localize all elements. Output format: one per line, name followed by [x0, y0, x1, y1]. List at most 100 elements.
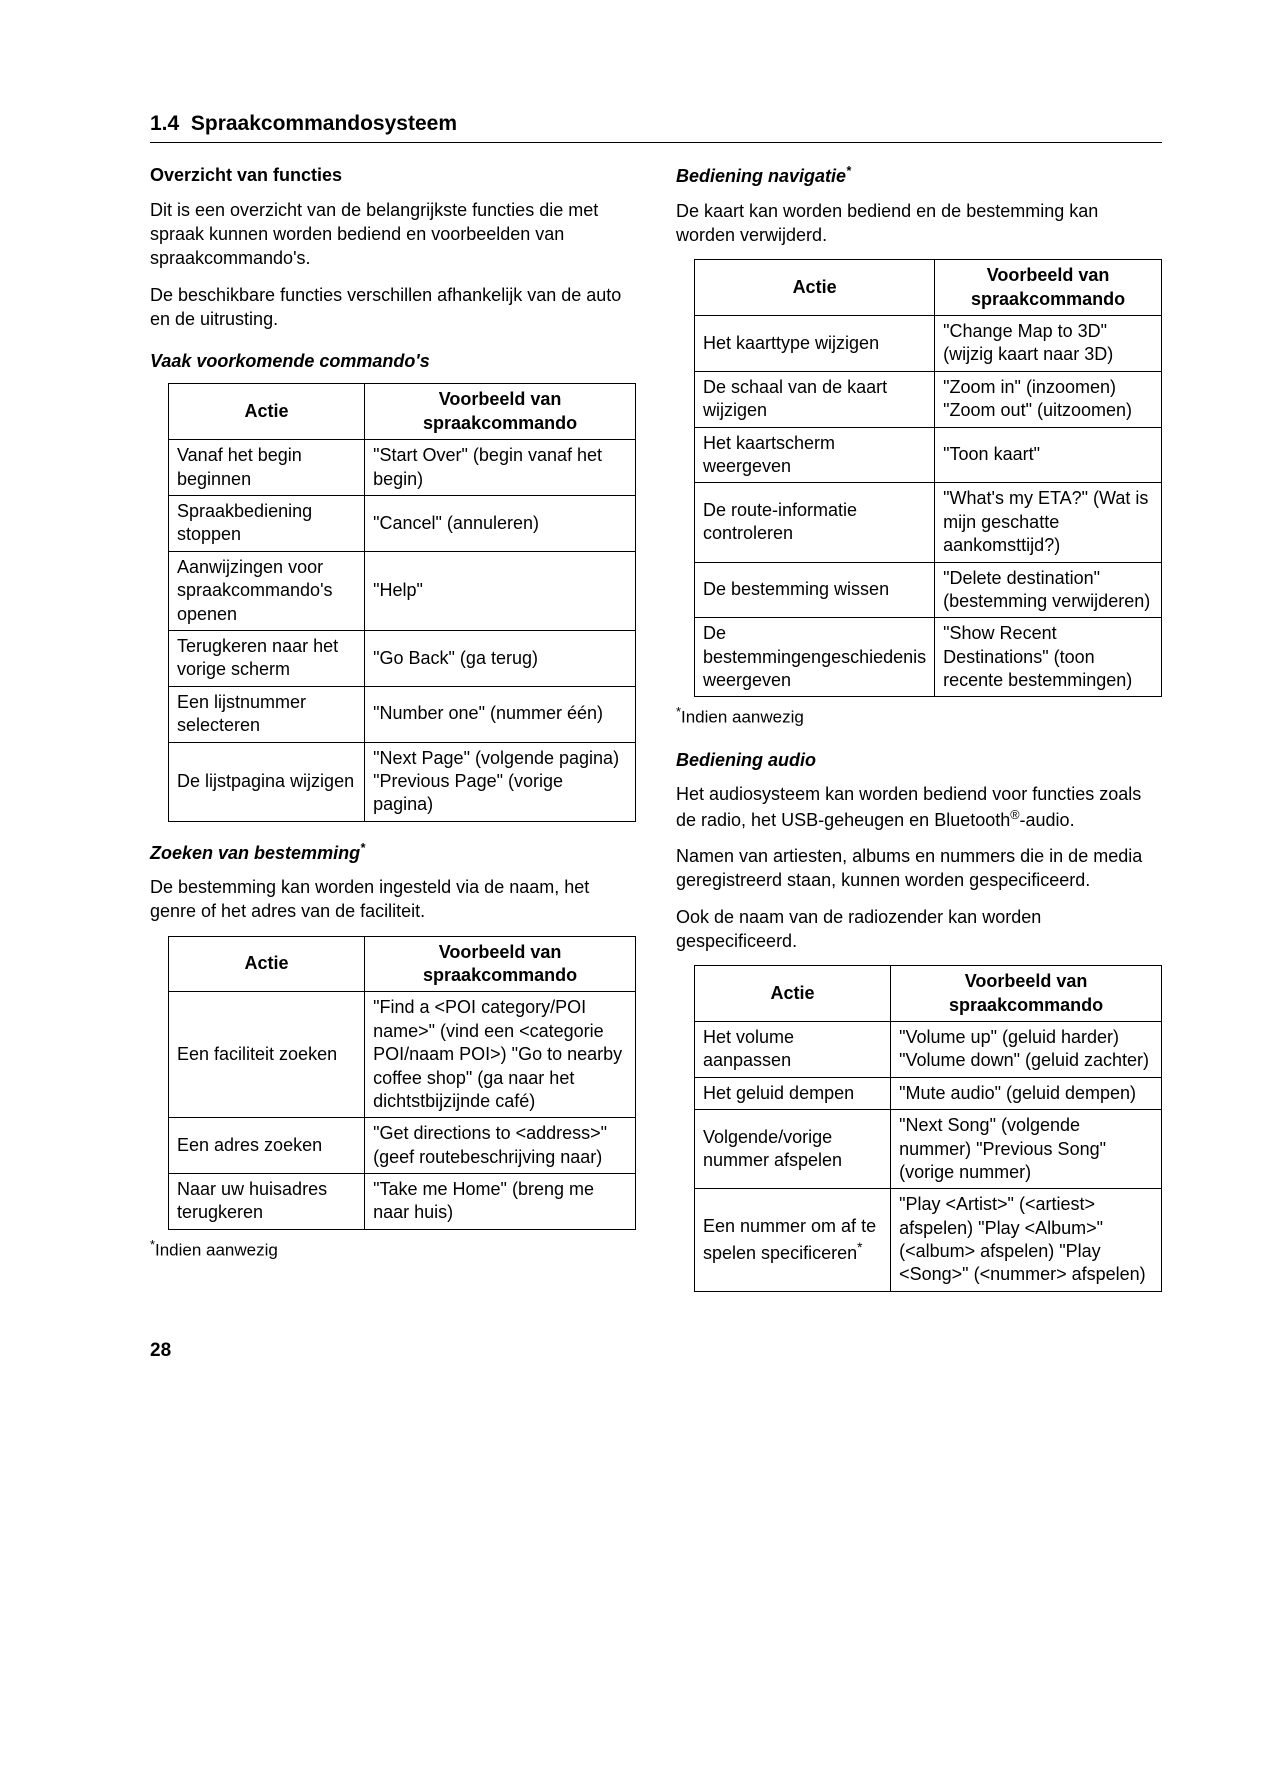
table-cell: Een adres zoeken	[169, 1118, 365, 1174]
table-cell: Een nummer om af te spelen specificeren*	[695, 1189, 891, 1292]
table-row: Aanwijzingen voor spraakcommando's opene…	[169, 551, 636, 630]
table-row: De lijstpagina wijzigen"Next Page" (volg…	[169, 742, 636, 821]
table-audio: Actie Voorbeeld van spraakcommando Het v…	[694, 965, 1162, 1292]
table-cell: "Take me Home" (breng me naar huis)	[365, 1174, 636, 1230]
paragraph: Namen van artiesten, albums en nummers d…	[676, 844, 1162, 893]
table-cell: Volgende/vorige nummer afspelen	[695, 1110, 891, 1189]
table-cell: "Cancel" (annuleren)	[365, 495, 636, 551]
section-title-text: Spraakcommandosysteem	[191, 112, 457, 135]
table-cell: De bestemmingengeschiedenis weergeven	[695, 618, 935, 697]
table-cell: Het kaarttype wijzigen	[695, 316, 935, 372]
table-cell: "Toon kaart"	[935, 427, 1162, 483]
asterisk-icon: *	[360, 841, 365, 855]
table-cell: "Change Map to 3D" (wijzig kaart naar 3D…	[935, 316, 1162, 372]
heading-navigation: Bediening navigatie*	[676, 163, 1162, 188]
paragraph: Het audiosysteem kan worden bediend voor…	[676, 782, 1162, 832]
table-row: Een nummer om af te spelen specificeren*…	[695, 1189, 1162, 1292]
table-row: Het geluid dempen"Mute audio" (geluid de…	[695, 1077, 1162, 1109]
section-heading: 1.4 Spraakcommandosysteem	[150, 110, 1162, 143]
table-search-destination: Actie Voorbeeld van spraakcommando Een f…	[168, 936, 636, 1230]
section-number: 1.4	[150, 112, 179, 135]
table-header-row: Actie Voorbeeld van spraakcommando	[695, 260, 1162, 316]
table-cell: "Number one" (nummer één)	[365, 686, 636, 742]
registered-icon: ®	[1010, 808, 1019, 822]
table-cell: "Next Page" (volgende pagina) "Previous …	[365, 742, 636, 821]
table-row: Terugkeren naar het vorige scherm"Go Bac…	[169, 630, 636, 686]
text: Een nummer om af te spelen specificeren	[703, 1216, 876, 1262]
heading-overview: Overzicht van functies	[150, 163, 636, 187]
heading-search-destination: Zoeken van bestemming*	[150, 840, 636, 865]
left-column: Overzicht van functies Dit is een overzi…	[150, 163, 636, 1298]
table-cell: "Go Back" (ga terug)	[365, 630, 636, 686]
table-row: Het kaarttype wijzigen"Change Map to 3D"…	[695, 316, 1162, 372]
table-cell: "Play <Artist>" (<artiest> afspelen) "Pl…	[891, 1189, 1162, 1292]
table-header-row: Actie Voorbeeld van spraakcommando	[169, 936, 636, 992]
text: -audio.	[1020, 810, 1075, 830]
footnote-text: Indien aanwezig	[155, 1241, 278, 1260]
table-cell: Aanwijzingen voor spraakcommando's opene…	[169, 551, 365, 630]
table-cell: Het volume aanpassen	[695, 1021, 891, 1077]
table-header-row: Actie Voorbeeld van spraakcommando	[695, 966, 1162, 1022]
table-header: Actie	[169, 936, 365, 992]
table-cell: "Find a <POI category/POI name>" (vind e…	[365, 992, 636, 1118]
table-cell: Terugkeren naar het vorige scherm	[169, 630, 365, 686]
asterisk-icon: *	[846, 164, 851, 178]
table-cell: De schaal van de kaart wijzigen	[695, 371, 935, 427]
right-column: Bediening navigatie* De kaart kan worden…	[676, 163, 1162, 1298]
footnote-text: Indien aanwezig	[681, 708, 804, 727]
table-row: Een adres zoeken"Get directions to <addr…	[169, 1118, 636, 1174]
table-cell: "Help"	[365, 551, 636, 630]
table-row: Het volume aanpassen"Volume up" (geluid …	[695, 1021, 1162, 1077]
table-cell: "Mute audio" (geluid dempen)	[891, 1077, 1162, 1109]
table-row: Naar uw huisadres terugkeren"Take me Hom…	[169, 1174, 636, 1230]
table-row: Een faciliteit zoeken"Find a <POI catego…	[169, 992, 636, 1118]
table-cell: "Show Recent Destinations" (toon recente…	[935, 618, 1162, 697]
table-cell: Een faciliteit zoeken	[169, 992, 365, 1118]
heading-text: Bediening navigatie	[676, 166, 846, 186]
asterisk-icon: *	[857, 1240, 862, 1255]
table-cell: De lijstpagina wijzigen	[169, 742, 365, 821]
heading-common-commands: Vaak voorkomende commando's	[150, 349, 636, 373]
table-cell: Spraakbediening stoppen	[169, 495, 365, 551]
heading-text: Zoeken van bestemming	[150, 843, 360, 863]
paragraph: De kaart kan worden bediend en de bestem…	[676, 199, 1162, 248]
table-header: Voorbeeld van spraakcommando	[935, 260, 1162, 316]
table-row: Spraakbediening stoppen"Cancel" (annuler…	[169, 495, 636, 551]
paragraph: De bestemming kan worden ingesteld via d…	[150, 875, 636, 924]
table-header: Actie	[695, 966, 891, 1022]
table-cell: Het geluid dempen	[695, 1077, 891, 1109]
table-cell: Naar uw huisadres terugkeren	[169, 1174, 365, 1230]
table-header: Voorbeeld van spraakcommando	[891, 966, 1162, 1022]
table-cell: De bestemming wissen	[695, 562, 935, 618]
table-row: De schaal van de kaart wijzigen"Zoom in"…	[695, 371, 1162, 427]
page-number: 28	[150, 1338, 1162, 1364]
paragraph: De beschikbare functies verschillen afha…	[150, 283, 636, 332]
two-column-layout: Overzicht van functies Dit is een overzi…	[150, 163, 1162, 1298]
table-cell: Vanaf het begin beginnen	[169, 440, 365, 496]
table-header: Actie	[169, 384, 365, 440]
table-header-row: Actie Voorbeeld van spraakcommando	[169, 384, 636, 440]
table-row: Het kaartscherm weergeven"Toon kaart"	[695, 427, 1162, 483]
table-cell: Een lijstnummer selecteren	[169, 686, 365, 742]
table-cell: Het kaartscherm weergeven	[695, 427, 935, 483]
table-row: Vanaf het begin beginnen"Start Over" (be…	[169, 440, 636, 496]
heading-audio: Bediening audio	[676, 748, 1162, 772]
table-common-commands: Actie Voorbeeld van spraakcommando Vanaf…	[168, 383, 636, 821]
table-row: Een lijstnummer selecteren"Number one" (…	[169, 686, 636, 742]
footnote: *Indien aanwezig	[676, 703, 1162, 730]
paragraph: Ook de naam van de radiozender kan worde…	[676, 905, 1162, 954]
table-cell: "Delete destination" (bestemming verwijd…	[935, 562, 1162, 618]
table-row: De bestemming wissen"Delete destination"…	[695, 562, 1162, 618]
table-row: Volgende/vorige nummer afspelen"Next Son…	[695, 1110, 1162, 1189]
table-cell: "Next Song" (volgende nummer) "Previous …	[891, 1110, 1162, 1189]
table-row: De route-informatie controleren"What's m…	[695, 483, 1162, 562]
paragraph: Dit is een overzicht van de belangrijkst…	[150, 198, 636, 271]
table-cell: "Zoom in" (inzoomen) "Zoom out" (uitzoom…	[935, 371, 1162, 427]
table-cell: "What's my ETA?" (Wat is mijn geschatte …	[935, 483, 1162, 562]
table-row: De bestemmingengeschiedenis weergeven"Sh…	[695, 618, 1162, 697]
table-header: Voorbeeld van spraakcommando	[365, 936, 636, 992]
table-navigation: Actie Voorbeeld van spraakcommando Het k…	[694, 259, 1162, 697]
table-header: Actie	[695, 260, 935, 316]
table-cell: De route-informatie controleren	[695, 483, 935, 562]
table-header: Voorbeeld van spraakcommando	[365, 384, 636, 440]
